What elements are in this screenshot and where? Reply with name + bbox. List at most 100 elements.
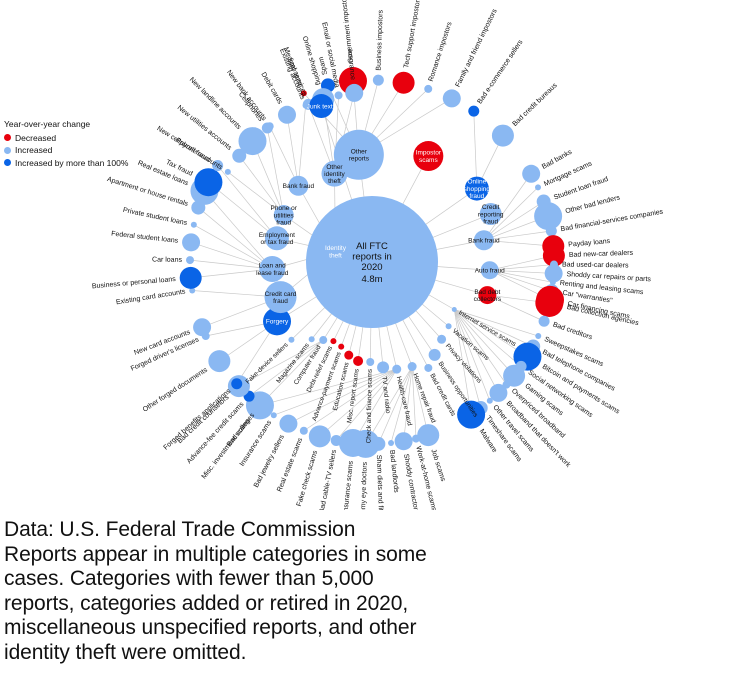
leaf-bubble-romance-impostors bbox=[424, 84, 433, 93]
leaf-bubble-car-loans bbox=[186, 256, 195, 265]
leaf-label-email-or-social-media: Email or social media bbox=[320, 22, 340, 89]
group-bubble-advance-payment-scams bbox=[338, 343, 345, 350]
leaf-label-spam: Spam bbox=[318, 56, 329, 76]
leaf-label-family-and-friend-impostors: Family and friend impostors bbox=[455, 8, 499, 89]
leaf-bubble-business-or-personal-loans bbox=[179, 266, 202, 289]
group-label-phone-or-utilities-fraud: Phone or utilities fraud bbox=[271, 205, 298, 226]
group-bubble-home-repair-fraud bbox=[407, 362, 417, 372]
leaf-bubble-insurance bbox=[345, 83, 364, 102]
group-label-forgery: Forgery bbox=[266, 319, 289, 326]
legend-item-increased-more: Increased by more than 100% bbox=[4, 157, 128, 170]
leaf-label-real-estate-loans: Real estate loans bbox=[137, 160, 190, 188]
leaf-bubble-malware bbox=[457, 400, 486, 429]
leaf-label-romance-impostors: Romance impostors bbox=[428, 21, 454, 83]
group-bubble-bank-fraud bbox=[288, 175, 309, 196]
connector-line bbox=[238, 155, 284, 216]
connector-line bbox=[378, 366, 413, 445]
leaf-bubble-insurance-scams bbox=[338, 429, 367, 458]
group-bubble-internet-service-scams bbox=[451, 307, 457, 312]
group-label-employment-or-tax-fraud: Employment or tax fraud bbox=[259, 232, 295, 246]
leaf-bubble-new-card-accounts bbox=[193, 318, 212, 337]
leaf-label-bad-used-car-dealers: Bad used-car dealers bbox=[562, 261, 629, 269]
connector-line bbox=[319, 368, 397, 437]
group-bubble-forgery bbox=[263, 307, 292, 336]
root-value: 4.8m bbox=[361, 274, 382, 285]
group-label-bad-debt-collectors: Bad debt collectors bbox=[474, 289, 502, 303]
leaf-bubble-private-student-loans bbox=[190, 221, 197, 228]
legend-swatch bbox=[4, 159, 11, 167]
group-bubble-vacation-scams bbox=[445, 323, 452, 330]
chart-nodes bbox=[179, 66, 565, 458]
group-label-bank-fraud: Bank fraud bbox=[283, 183, 315, 190]
leaf-label-bad-banks: Bad banks bbox=[541, 148, 574, 170]
legend: Year-over-year change Decreased Increase… bbox=[4, 118, 128, 169]
footnote-line: Data: U.S. Federal Trade Commission bbox=[4, 518, 356, 541]
leaf-bubble-new-cellphone-accounts bbox=[224, 168, 231, 175]
connector-line bbox=[453, 309, 499, 394]
leaf-bubble-mortgage-scams bbox=[535, 184, 542, 191]
group-bubble-check-and-finance-scams bbox=[366, 357, 375, 366]
leaf-bubble-forged-benefits-applications bbox=[231, 378, 243, 390]
legend-item-increased: Increased bbox=[4, 144, 128, 157]
group-bubble-fake-device-sellers bbox=[288, 336, 295, 343]
connector-line bbox=[190, 242, 273, 270]
leaf-bubble-new-landline-accounts bbox=[238, 127, 267, 156]
group-label-other-identity-theft: Other identity theft bbox=[324, 164, 345, 185]
leaf-bubble-broadband-that-doesn-t-work bbox=[489, 383, 508, 402]
group-bubble-other-identity-theft bbox=[321, 160, 348, 187]
leaf-label-bad-cable-tv-sellers: Bad cable-TV sellers bbox=[319, 449, 339, 510]
leaf-bubble-payroll-fraud bbox=[212, 160, 224, 172]
connector-line bbox=[217, 165, 278, 239]
footnote-line: identity theft were omitted. bbox=[4, 640, 247, 664]
connector-line bbox=[454, 309, 539, 337]
group-bubble-business-opportunities bbox=[428, 348, 441, 361]
leaf-label-bad-creditors: Bad creditors bbox=[552, 321, 594, 341]
group-label-misc-report-scams: Misc. report scams bbox=[346, 368, 361, 424]
leaf-label-insurance-scams: Insurance scams bbox=[342, 460, 355, 510]
connector-line bbox=[303, 368, 397, 432]
leaf-bubble-shoddy-contractors bbox=[394, 432, 413, 451]
legend-label: Increased by more than 100% bbox=[15, 157, 129, 168]
footnote-line: Reports appear in multiple categories in… bbox=[4, 542, 427, 566]
legend-label: Increased bbox=[15, 145, 53, 155]
connector-line bbox=[473, 111, 478, 189]
group-bubble-impostor-scams bbox=[413, 141, 444, 172]
connector-line bbox=[483, 239, 554, 247]
leaf-bubble-bad-jewelry-sellers bbox=[279, 414, 298, 433]
legend-item-decreased: Decreased bbox=[4, 132, 128, 145]
group-bubble-debt-relief-scams bbox=[330, 338, 337, 345]
footnote-line: cases. Categories with fewer than 5,000 bbox=[4, 567, 374, 591]
leaf-bubble-email-or-social-media bbox=[334, 91, 343, 100]
leaf-bubble-fake-check-scams bbox=[308, 425, 331, 448]
leaf-bubble-insurance-scams bbox=[270, 412, 277, 419]
connector-line bbox=[489, 269, 552, 292]
connector-line bbox=[227, 171, 284, 216]
connector-line bbox=[365, 366, 413, 445]
connector-line bbox=[298, 105, 306, 186]
leaf-label-sham-diets-and-fitness: Sham diets and fitness bbox=[375, 455, 384, 510]
footnote-line: reports, categories added or retired in … bbox=[4, 591, 409, 615]
connector-line bbox=[483, 201, 544, 241]
leaf-label-business-impostors: Business impostors bbox=[376, 9, 385, 70]
connector-line bbox=[403, 366, 413, 442]
connector-line bbox=[454, 309, 528, 357]
leaf-bubble-family-and-friend-impostors bbox=[442, 89, 461, 108]
leaf-bubble-tech-support-impostors bbox=[392, 71, 415, 94]
leaf-bubble-federal-student-loans bbox=[182, 233, 201, 252]
leaf-label-misc-investment-scams: Misc. investment scams bbox=[201, 417, 253, 480]
connector-line bbox=[204, 190, 273, 270]
leaf-label-car-loans: Car loans bbox=[152, 257, 183, 264]
connector-line bbox=[489, 269, 553, 283]
group-bubble-privacy-violations bbox=[437, 334, 447, 344]
connector-line bbox=[286, 114, 299, 186]
group-label-junk-texts: Junk texts bbox=[307, 103, 337, 110]
leaf-bubble-existing-card-accounts bbox=[189, 287, 196, 294]
group-bubble-online-shopping-fraud bbox=[464, 176, 489, 201]
group-bubble-magazine-scams bbox=[308, 336, 315, 343]
group-bubble-tv-and-radio bbox=[377, 361, 390, 374]
leaf-bubble-bad-cable-tv-sellers bbox=[330, 434, 342, 446]
connector-line bbox=[269, 126, 299, 186]
group-bubble-employment-or-tax-fraud bbox=[264, 226, 289, 251]
connector-line bbox=[189, 259, 273, 270]
